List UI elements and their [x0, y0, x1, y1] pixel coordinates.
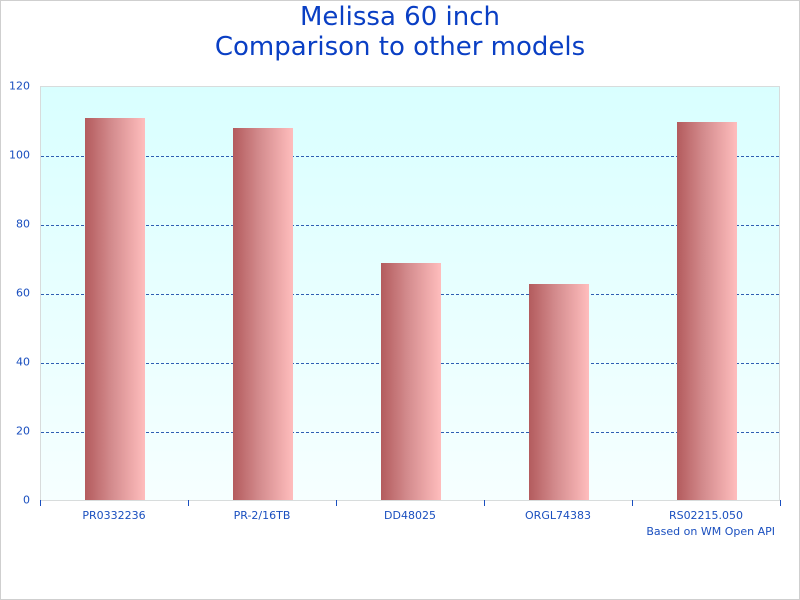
gridline — [41, 225, 779, 226]
y-tick-label: 40 — [16, 355, 30, 369]
y-tick-label: 120 — [9, 79, 30, 93]
plot-area — [40, 86, 780, 501]
bar-dd48025 — [381, 262, 441, 501]
y-tick-label: 100 — [9, 148, 30, 162]
x-axis-line — [40, 500, 780, 501]
x-tick-label: PR-2/16TB — [233, 509, 291, 522]
chart-title: Melissa 60 inch Comparison to other mode… — [0, 2, 800, 62]
x-tick-mark — [780, 500, 781, 506]
gridline — [41, 156, 779, 157]
x-tick-label: DD48025 — [384, 509, 436, 522]
x-tick-mark — [188, 500, 189, 506]
bar-orgl74383 — [529, 283, 589, 501]
y-tick-label: 80 — [16, 217, 30, 231]
bar-pr-2-16tb — [233, 128, 293, 501]
source-annotation: Based on WM Open API — [646, 525, 775, 538]
y-tick-label: 0 — [23, 493, 30, 507]
bar-pr0332236 — [85, 118, 145, 501]
y-tick-label: 20 — [16, 424, 30, 438]
x-tick-label: PR0332236 — [82, 509, 146, 522]
x-tick-mark — [336, 500, 337, 506]
y-tick-label: 60 — [16, 286, 30, 300]
x-tick-label: RS02215.050 — [668, 509, 744, 522]
bar-rs02215-050 — [677, 121, 737, 501]
chart-title-line-1: Melissa 60 inch — [300, 2, 500, 32]
x-tick-mark — [632, 500, 633, 506]
x-tick-mark — [40, 500, 41, 506]
x-tick-label: ORGL74383 — [525, 509, 591, 522]
chart-title-line-2: Comparison to other models — [214, 32, 586, 62]
x-tick-mark — [484, 500, 485, 506]
